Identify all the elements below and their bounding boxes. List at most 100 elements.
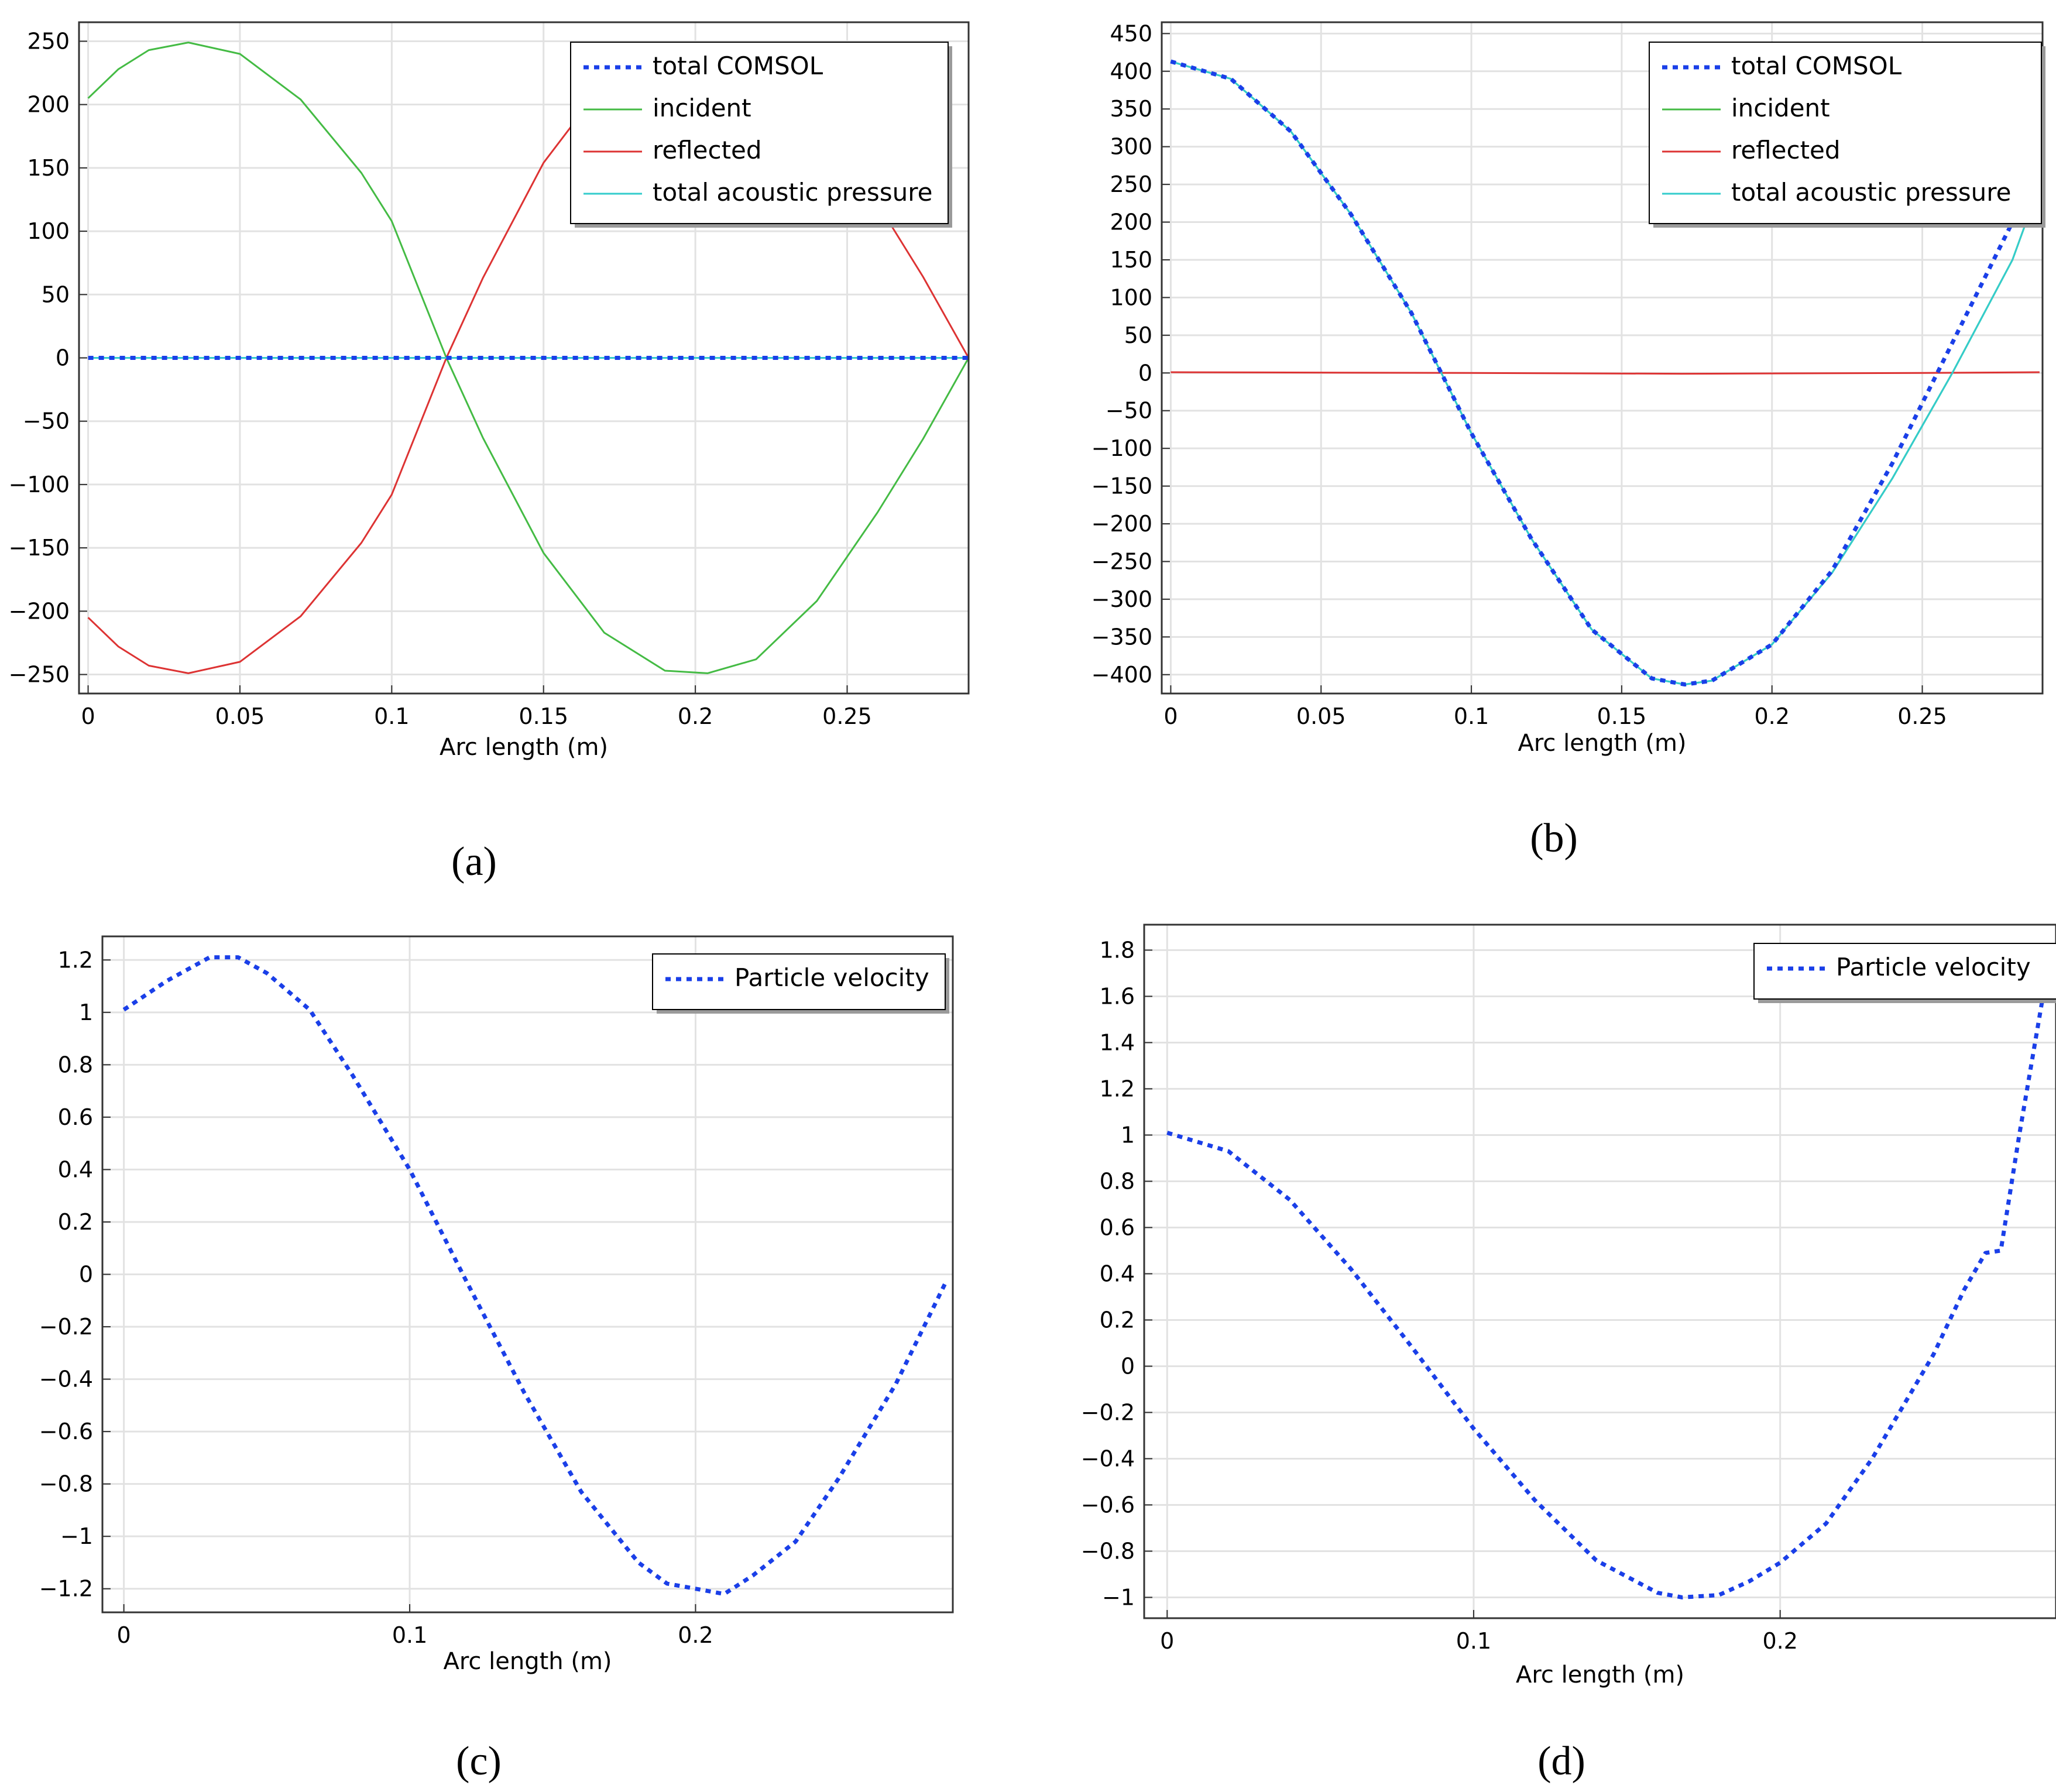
chart-panel-b: 0 0.05 0.1 0.15 0.2 0.25 450 400 350 300 250 200 150… — [1092, 20, 2045, 861]
x-tick-label: 0.2 — [1754, 703, 1789, 729]
series-line-total-comsol — [1170, 59, 2014, 686]
panel-label: (c) — [456, 1739, 502, 1784]
y-tick-label: −1 — [1102, 1584, 1135, 1610]
x-tick-label: 0.15 — [519, 703, 568, 729]
y-tick-label: 1.2 — [58, 947, 93, 973]
y-tick-label: 150 — [1110, 247, 1152, 273]
y-tick-label: −100 — [9, 472, 70, 497]
y-tick-label: 50 — [1124, 322, 1152, 348]
legend-label: total COMSOL — [1731, 52, 1902, 80]
y-tick-label: 150 — [27, 155, 70, 181]
y-tick-label: 1.2 — [1100, 1076, 1135, 1101]
panel-label: (a) — [451, 839, 497, 884]
y-tick-label: 200 — [27, 92, 70, 118]
x-tick-label: 0 — [81, 703, 95, 729]
y-tick-label: −1 — [60, 1523, 93, 1549]
y-tick-label: −400 — [1092, 662, 1152, 688]
y-tick-label: 0.6 — [1100, 1214, 1135, 1240]
x-tick-label: 0.25 — [1897, 703, 1947, 729]
y-tick-label: −0.2 — [1081, 1399, 1135, 1425]
plot-frame — [1161, 21, 2044, 695]
panel-label: (d) — [1537, 1739, 1585, 1784]
y-tick-label: 0 — [56, 345, 70, 371]
series-line-reflected — [1171, 371, 2040, 375]
x-axis-title: Arc length (m) — [1518, 730, 1686, 757]
plot-frame — [1143, 924, 2056, 1619]
y-tick-label: −200 — [9, 598, 70, 624]
series-line-particle-velocity — [1166, 991, 2046, 1599]
legend-label: reflected — [1731, 136, 1841, 164]
legend-label: total acoustic pressure — [653, 178, 932, 207]
x-tick-label: 0 — [1163, 703, 1178, 729]
y-tick-label: −0.6 — [1081, 1492, 1135, 1518]
chart-panel-d: 0 0.1 0.2 1.8 1.6 1.4 1.2 1 0.8 0.6 0.4 0.2 0 −0.2 −0.… — [1081, 924, 2056, 1784]
y-tick-label: −250 — [9, 662, 70, 688]
x-tick-label: 0 — [1160, 1628, 1174, 1654]
y-tick-label: 300 — [1110, 134, 1152, 160]
y-tick-label: −1.2 — [39, 1576, 93, 1602]
legend-label: Particle velocity — [734, 963, 929, 992]
x-tick-label: 0.1 — [374, 703, 409, 729]
x-tick-label: 0.1 — [392, 1622, 427, 1648]
y-tick-label: 1.8 — [1100, 937, 1135, 963]
y-tick-label: 250 — [27, 28, 70, 54]
x-tick-label: 0.05 — [1296, 703, 1346, 729]
y-tick-label: 400 — [1110, 59, 1152, 84]
y-tick-label: 1.6 — [1100, 983, 1135, 1009]
chart-panel-c: 0 0.1 0.2 1.2 1 0.8 0.6 0.4 0.2 0 −0.2 −0.4 −0.6 −0.8… — [39, 935, 954, 1784]
y-tick-label: −0.8 — [39, 1471, 93, 1497]
x-tick-label: 0.15 — [1597, 703, 1647, 729]
y-tick-label: 0 — [79, 1262, 93, 1288]
y-tick-label: 100 — [27, 218, 70, 244]
series-line-incident — [87, 42, 969, 674]
legend-label: total acoustic pressure — [1731, 178, 2011, 207]
y-tick-label: 450 — [1110, 20, 1152, 46]
legend: Particle velocity — [652, 953, 949, 1014]
y-tick-label: 350 — [1110, 96, 1152, 122]
y-tick-label: −250 — [1092, 548, 1152, 574]
legend-label: incident — [1731, 94, 1830, 122]
y-tick-label: 0 — [1138, 360, 1152, 386]
y-tick-label: 0 — [1121, 1353, 1135, 1379]
y-tick-label: 200 — [1110, 210, 1152, 235]
x-tick-label: 0.25 — [822, 703, 872, 729]
legend: total COMSOL incident reflected total acous… — [1649, 42, 2045, 228]
legend-label: incident — [653, 94, 751, 122]
legend-label: Particle velocity — [1836, 953, 2031, 981]
legend-box — [1753, 943, 2056, 1000]
y-tick-label: −0.2 — [39, 1314, 93, 1340]
y-tick-label: −350 — [1092, 624, 1152, 650]
y-tick-label: −100 — [1092, 435, 1152, 461]
y-tick-label: −150 — [9, 535, 70, 561]
y-tick-label: 0.2 — [58, 1209, 93, 1235]
y-tick-label: −200 — [1092, 511, 1152, 537]
y-tick-label: 0.4 — [1100, 1261, 1135, 1286]
y-tick-label: 100 — [1110, 284, 1152, 310]
y-tick-label: 1 — [1121, 1122, 1135, 1148]
y-tick-label: 50 — [42, 281, 70, 307]
legend-box — [652, 953, 946, 1010]
x-tick-label: 0.05 — [215, 703, 265, 729]
y-tick-label: −50 — [23, 408, 70, 434]
y-tick-label: 0.8 — [58, 1052, 93, 1077]
legend: Particle velocity — [1753, 943, 2056, 1003]
y-tick-label: −0.4 — [39, 1367, 93, 1392]
y-tick-label: −0.8 — [1081, 1538, 1135, 1564]
legend-label: total COMSOL — [653, 52, 823, 80]
x-tick-label: 0 — [117, 1622, 131, 1648]
x-axis-title: Arc length (m) — [443, 1648, 612, 1675]
x-tick-label: 0.2 — [678, 703, 713, 729]
legend-label: reflected — [653, 136, 762, 164]
x-tick-label: 0.1 — [1454, 703, 1489, 729]
y-tick-label: −300 — [1092, 586, 1152, 612]
y-tick-label: 0.8 — [1100, 1168, 1135, 1194]
y-tick-label: −0.6 — [39, 1419, 93, 1444]
y-tick-label: 0.6 — [58, 1104, 93, 1130]
series-line-particle-velocity — [122, 955, 949, 1597]
y-tick-label: 250 — [1110, 171, 1152, 197]
y-tick-label: −0.4 — [1081, 1446, 1135, 1471]
y-tick-label: 1 — [79, 1000, 93, 1025]
panel-label: (b) — [1530, 816, 1578, 861]
legend: total COMSOL incident reflected total acous… — [570, 42, 952, 228]
